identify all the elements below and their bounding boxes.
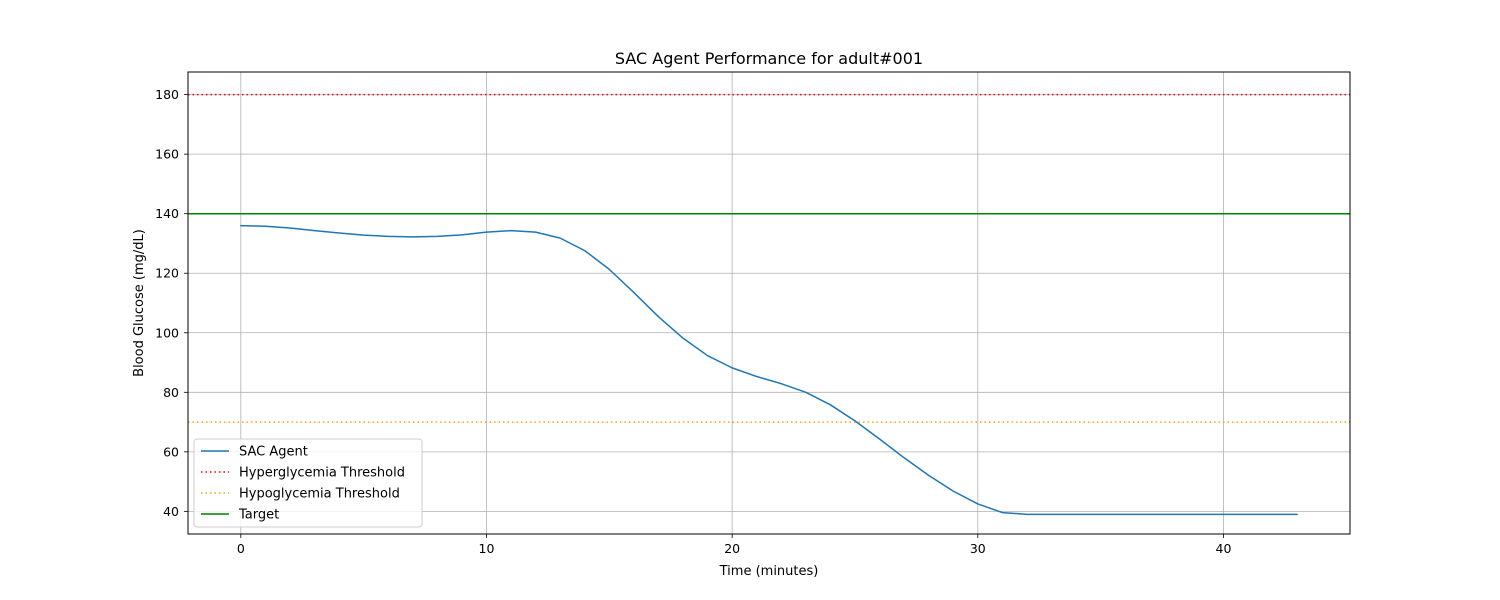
- y-tick-label: 100: [155, 325, 179, 340]
- x-axis-label: Time (minutes): [719, 564, 819, 579]
- legend-label: Hypoglycemia Threshold: [239, 487, 400, 502]
- y-tick-label: 40: [163, 504, 179, 519]
- x-tick-label: 30: [970, 541, 986, 556]
- x-tick-label: 20: [724, 541, 740, 556]
- legend-box: [193, 438, 423, 528]
- y-tick-label: 80: [163, 385, 179, 400]
- chart-title: SAC Agent Performance for adult#001: [615, 49, 923, 68]
- legend: SAC Agent Hyperglycemia Threshold Hypoglyc…: [193, 438, 423, 528]
- series-line-sac-agent: [240, 224, 1298, 516]
- y-tick-label: 180: [155, 87, 179, 102]
- y-tick-label: 160: [155, 147, 179, 162]
- threshold-lines: [188, 93, 1350, 423]
- series-layer: [240, 224, 1298, 516]
- legend-label: Hyperglycemia Threshold: [239, 466, 405, 481]
- legend-label: Target: [238, 508, 279, 523]
- y-tick-label: 140: [155, 206, 179, 221]
- x-tick-label: 10: [479, 541, 495, 556]
- y-tick-label: 60: [163, 444, 179, 459]
- x-tick-label: 0: [237, 541, 245, 556]
- x-tick-label: 40: [1216, 541, 1232, 556]
- plot-frame: [187, 71, 1351, 535]
- legend-label: SAC Agent: [239, 445, 308, 460]
- y-tick-label: 120: [155, 266, 179, 281]
- y-axis-label: Blood Glucose (mg/dL): [132, 229, 147, 377]
- axis-ticks: 0 10 20 30 40 40 60 80 100 120 140 160 180: [155, 87, 1231, 556]
